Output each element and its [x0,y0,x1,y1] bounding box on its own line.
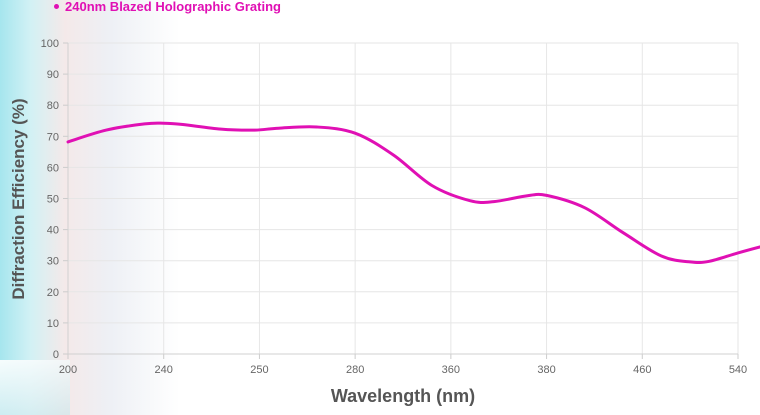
x-tick-label: 250 [250,364,268,376]
x-tick-label: 380 [537,364,555,376]
legend-label: 240nm Blazed Holographic Grating [65,0,281,14]
x-tick-label: 460 [633,364,651,376]
axes [67,43,738,355]
y-tick-label: 90 [47,69,59,81]
x-axis-label: Wavelength (nm) [331,386,475,406]
y-tick-label: 70 [47,131,59,143]
y-tick-label: 50 [47,194,59,206]
legend-marker-icon [54,4,59,9]
y-tick-label: 20 [47,287,59,299]
x-axis-ticks: 200 240 250 280 360 380 460 540 [59,354,747,376]
x-tick-label: 360 [442,364,460,376]
x-tick-label: 280 [346,364,364,376]
y-axis-label: Diffraction Efficiency (%) [9,98,28,299]
x-tick-label: 540 [729,364,747,376]
y-tick-label: 30 [47,256,59,268]
series-layer [66,121,760,265]
y-tick-label: 60 [47,162,59,174]
x-tick-label: 240 [155,364,173,376]
y-tick-label: 100 [41,38,59,50]
y-axis-ticks: 0 10 20 30 40 50 60 70 80 90 100 [41,38,68,361]
series-line[interactable] [66,121,760,265]
y-tick-label: 80 [47,100,59,112]
grid-lines [67,42,739,355]
y-tick-label: 40 [47,225,59,237]
x-tick-label: 200 [59,364,77,376]
y-tick-label: 0 [53,349,59,361]
y-tick-label: 10 [47,318,59,330]
legend[interactable]: 240nm Blazed Holographic Grating [54,0,281,14]
